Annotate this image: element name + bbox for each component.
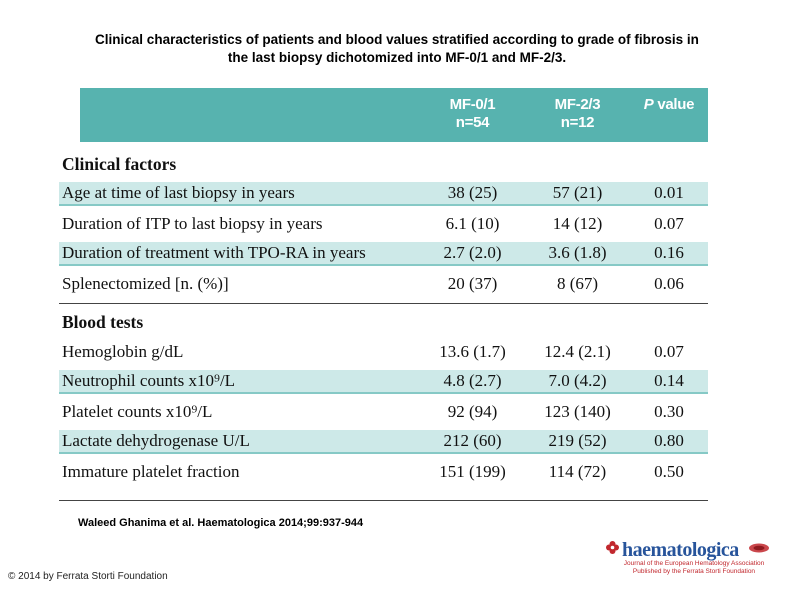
slide-title-line1: Clinical characteristics of patients and… (95, 32, 699, 47)
row-label: Hemoglobin g/dL (62, 342, 184, 361)
value-mf01: 151 (199) (439, 462, 506, 481)
citation: Waleed Ghanima et al. Haematologica 2014… (78, 517, 364, 529)
value-mf23: 14 (12) (552, 214, 603, 233)
table-row: Lactate dehydrogenase U/L 212 (60) 219 (52… (59, 430, 708, 454)
table-row: Duration of treatment with TPO-RA in yea… (59, 242, 708, 266)
table-header: MF-0/1 n=54 MF-2/3 n=12 P value (80, 88, 708, 142)
value-p: 0.30 (654, 402, 684, 421)
row-label: Platelet counts x10⁹/L (62, 402, 213, 421)
value-mf01: 13.6 (1.7) (439, 342, 506, 361)
row-label: Duration of ITP to last biopsy in years (62, 214, 323, 233)
value-mf01: 4.8 (2.7) (443, 371, 502, 390)
value-mf23: 3.6 (1.8) (548, 243, 607, 262)
section-label: Blood tests (62, 312, 144, 332)
value-mf23: 57 (21) (552, 183, 603, 202)
value-p: 0.07 (654, 214, 684, 233)
haematologica-flower-icon (606, 541, 619, 559)
table-body: Clinical factors Age at time of last biop… (59, 152, 708, 501)
logo-top-row: haematologica (606, 540, 782, 560)
table-row: Duration of ITP to last biopsy in years 6… (59, 212, 708, 236)
haematologica-logo: haematologica Journal of the European He… (606, 540, 782, 576)
column-header-pvalue: P value (630, 96, 708, 142)
value-mf01: 2.7 (2.0) (443, 243, 502, 262)
column-header-mf01-n: n=54 (455, 114, 490, 131)
table-section-row: Clinical factors (59, 152, 708, 176)
logo-tagline2: Published by the Ferrata Storti Foundati… (632, 568, 756, 575)
slide-title: Clinical characteristics of patients and… (0, 31, 794, 67)
value-mf01: 38 (25) (447, 183, 498, 202)
value-mf23: 12.4 (2.1) (544, 342, 611, 361)
value-p: 0.50 (654, 462, 684, 481)
table-row: Splenectomized [n. (%)] 20 (37) 8 (67) 0.06 (59, 272, 708, 296)
table-row: Hemoglobin g/dL 13.6 (1.7) 12.4 (2.1) 0.07 (59, 340, 708, 364)
row-label: Splenectomized [n. (%)] (62, 274, 229, 293)
row-label: Duration of treatment with TPO-RA in yea… (62, 243, 366, 262)
value-mf23: 123 (140) (544, 402, 611, 421)
value-p: 0.14 (654, 371, 684, 390)
column-header-mf01: MF-0/1 n=54 (420, 96, 525, 142)
logo-wordmark: haematologica (622, 539, 739, 561)
column-header-pvalue-label: P value (643, 96, 695, 113)
table-section-row: Blood tests (59, 303, 708, 334)
row-label: Lactate dehydrogenase U/L (62, 431, 250, 450)
column-header-mf23-label: MF-2/3 (554, 96, 601, 113)
slide-title-line2: the last biopsy dichotomized into MF-0/1… (227, 50, 567, 65)
copyright-text: © 2014 by Ferrata Storti Foundation (8, 571, 168, 582)
value-p: 0.01 (654, 183, 684, 202)
row-label: Immature platelet fraction (62, 462, 240, 481)
table-row: Neutrophil counts x10⁹/L 4.8 (2.7) 7.0 (4.… (59, 370, 708, 394)
value-mf01: 20 (37) (447, 274, 498, 293)
value-p: 0.80 (654, 431, 684, 450)
logo-taglines: Journal of the European Hematology Assoc… (616, 560, 772, 576)
value-p: 0.07 (654, 342, 684, 361)
table-row: Immature platelet fraction 151 (199) 114 (… (59, 460, 708, 484)
table-figure: MF-0/1 n=54 MF-2/3 n=12 P value Clinical… (59, 88, 708, 501)
value-mf23: 219 (52) (548, 431, 607, 450)
value-mf01: 92 (94) (447, 402, 498, 421)
value-mf23: 114 (72) (548, 462, 607, 481)
row-label: Age at time of last biopsy in years (62, 183, 295, 202)
table-row: Platelet counts x10⁹/L 92 (94) 123 (140) 0.… (59, 400, 708, 424)
value-mf01: 6.1 (10) (445, 214, 500, 233)
section-label: Clinical factors (62, 153, 177, 174)
eha-emblem-icon (748, 541, 770, 559)
value-mf01: 212 (60) (443, 431, 502, 450)
column-header-mf01-label: MF-0/1 (449, 96, 496, 113)
column-header-mf23-n: n=12 (560, 114, 595, 131)
logo-tagline1: Journal of the European Hematology Assoc… (623, 560, 765, 567)
table-row: Age at time of last biopsy in years 38 (2… (59, 182, 708, 206)
value-p: 0.16 (654, 243, 684, 262)
value-mf23: 7.0 (4.2) (548, 371, 607, 390)
column-header-mf23: MF-2/3 n=12 (525, 96, 630, 142)
value-p: 0.06 (654, 274, 684, 293)
row-label: Neutrophil counts x10⁹/L (62, 371, 236, 390)
value-mf23: 8 (67) (556, 274, 599, 293)
